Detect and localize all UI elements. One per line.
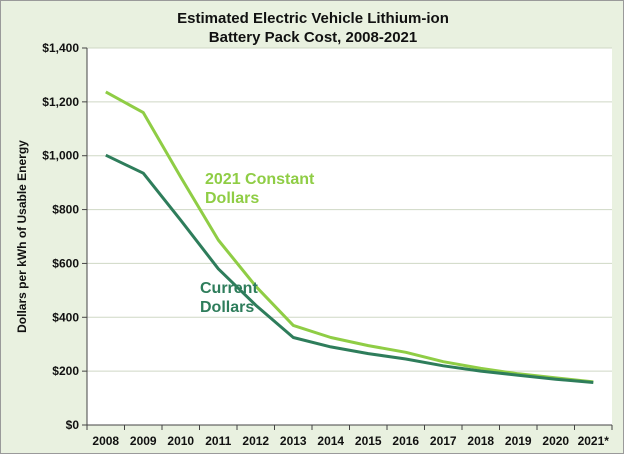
y-tick-label: $200 (52, 364, 79, 378)
x-tick-label: 2014 (317, 434, 344, 448)
y-tick-label: $1,200 (42, 95, 79, 109)
x-tick-label: 2020 (542, 434, 569, 448)
x-tick-label: 2009 (130, 434, 157, 448)
y-axis-title: Dollars per kWh of Usable Energy (15, 140, 29, 333)
series-label-constant-dollars: Dollars (205, 190, 259, 207)
x-tick-label: 2011 (205, 434, 231, 448)
y-tick-label: $0 (66, 418, 80, 432)
y-tick-label: $1,400 (42, 41, 79, 55)
x-tick-label: 2015 (355, 434, 382, 448)
chart-title-line-1: Estimated Electric Vehicle Lithium-ion (177, 10, 449, 27)
x-tick-label: 2010 (167, 434, 194, 448)
x-tick-label: 2021* (578, 434, 610, 448)
plot-area (87, 48, 612, 425)
y-tick-label: $400 (52, 310, 79, 324)
x-tick-label: 2016 (392, 434, 419, 448)
x-tick-label: 2019 (505, 434, 532, 448)
x-tick-label: 2008 (92, 434, 119, 448)
axes (82, 47, 613, 430)
series-label-current-dollars: Dollars (200, 299, 254, 316)
chart-title-line-2: Battery Pack Cost, 2008-2021 (208, 29, 418, 46)
x-tick-label: 2017 (430, 434, 457, 448)
x-tick-label: 2013 (280, 434, 307, 448)
x-tick-label: 2018 (467, 434, 494, 448)
y-tick-label: $600 (52, 256, 79, 270)
series-line-current-dollars (105, 153, 594, 384)
series-lines (105, 90, 594, 384)
series-label-current-dollars: Current (200, 280, 258, 297)
labels: $0 $200 $400 $600 $800 $1,000 $1,200 $1,400 2008… (15, 41, 609, 448)
gridlines (87, 47, 612, 425)
series-line-constant-dollars (105, 90, 594, 384)
y-tick-label: $1,000 (42, 149, 79, 163)
series-label-constant-dollars: 2021 Constant (205, 171, 315, 188)
y-tick-label: $800 (52, 203, 79, 217)
x-tick-label: 2012 (242, 434, 269, 448)
